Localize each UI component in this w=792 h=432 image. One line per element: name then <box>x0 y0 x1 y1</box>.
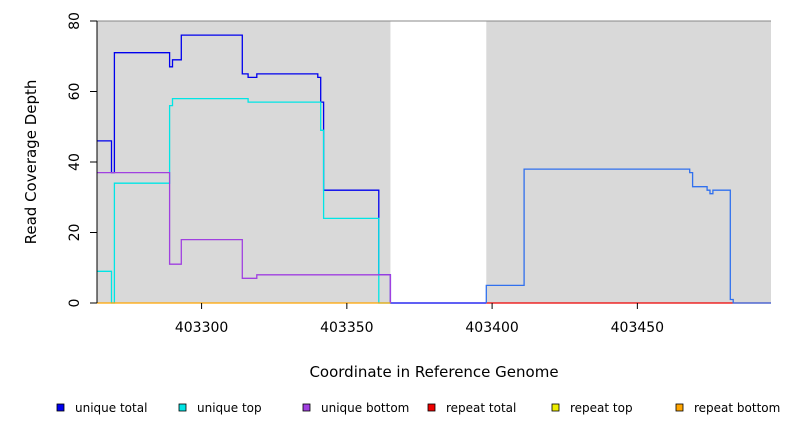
legend-label: repeat bottom <box>694 401 780 415</box>
legend-swatch <box>178 403 187 412</box>
legend-swatch <box>56 403 65 412</box>
legend-swatch <box>427 403 436 412</box>
legend-item-repeat-bottom: repeat bottom <box>675 401 780 415</box>
series-lines <box>97 34 771 304</box>
y-tick-label: 40 <box>67 153 83 171</box>
x-axis-title: Coordinate in Reference Genome <box>309 363 558 381</box>
legend-swatch <box>551 403 560 412</box>
legend-label: repeat total <box>446 401 516 415</box>
x-tick-label: 403350 <box>320 320 373 336</box>
axes: 0 20 40 60 80 403300 403350 403400 403450 <box>67 12 771 336</box>
y-tick-label: 60 <box>67 83 83 101</box>
legend-swatch <box>675 403 684 412</box>
x-tick-label: 403450 <box>611 320 664 336</box>
shaded-region-1 <box>486 21 771 303</box>
legend-label: repeat top <box>570 401 633 415</box>
series-line-unique-total <box>97 34 487 304</box>
legend: unique total unique top unique bottom repea… <box>56 401 780 415</box>
x-tick-label: 403400 <box>465 320 518 336</box>
legend-item-unique-bottom: unique bottom <box>302 401 409 415</box>
legend-item-unique-top: unique top <box>178 401 262 415</box>
legend-label: unique top <box>197 401 262 415</box>
legend-item-repeat-top: repeat top <box>551 401 633 415</box>
legend-item-unique-total: unique total <box>56 401 147 415</box>
shaded-regions <box>97 21 771 303</box>
legend-label: unique bottom <box>321 401 409 415</box>
legend-item-repeat-total: repeat total <box>427 401 516 415</box>
legend-swatch <box>302 403 311 412</box>
x-tick-label: 403300 <box>175 320 228 336</box>
series-line-extra-6 <box>485 168 771 304</box>
legend-label: unique total <box>75 401 147 415</box>
y-tick-label: 80 <box>67 12 83 30</box>
y-axis-title: Read Coverage Depth <box>22 80 40 245</box>
y-tick-label: 20 <box>67 224 83 242</box>
y-tick-label: 0 <box>67 299 83 308</box>
shaded-region-0 <box>97 21 391 303</box>
series-line-unique-bottom <box>97 171 392 303</box>
